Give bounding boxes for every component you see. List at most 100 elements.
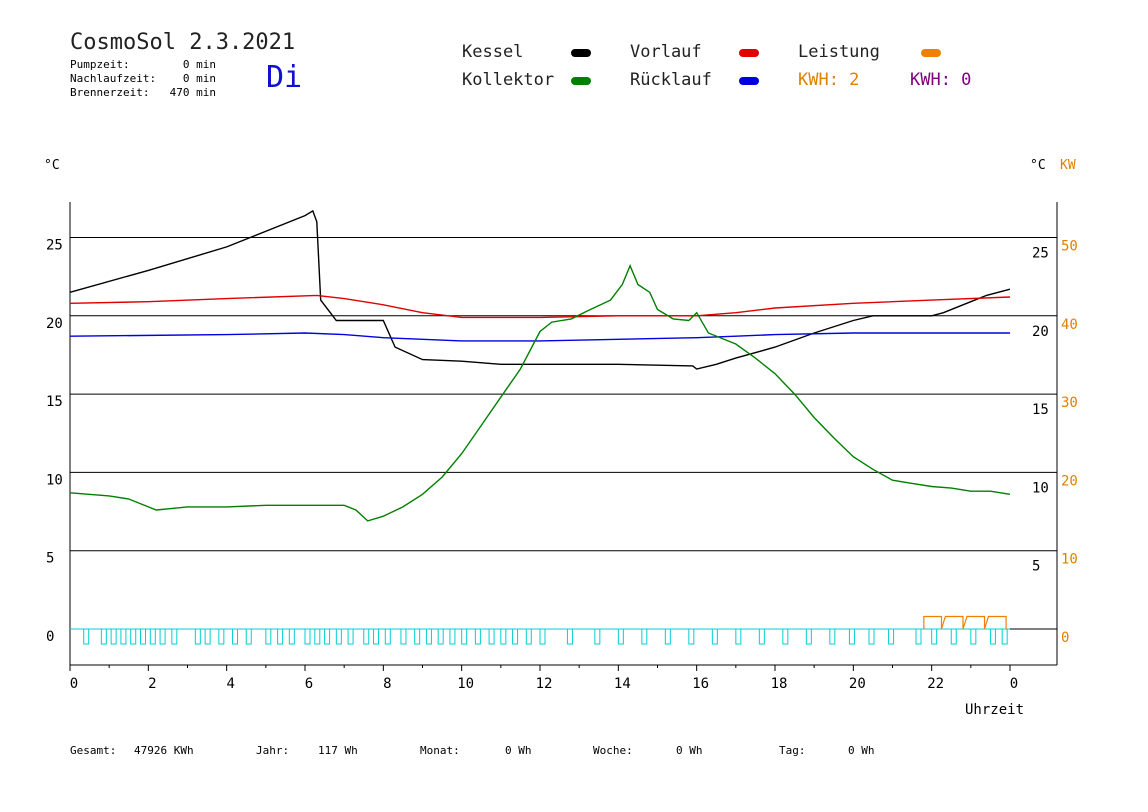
pump-pulse-36 [539, 628, 546, 645]
y-right-c-label-15: 15 [1032, 402, 1049, 418]
x-tick-label-0: 0 [70, 676, 78, 692]
pump-pulse-8 [171, 628, 178, 645]
y-right-kw-label-30: 30 [1061, 395, 1078, 411]
pump-pulse-10 [204, 628, 211, 645]
y-right-kw-label-0: 0 [1061, 630, 1069, 646]
x-tick-label-3: 6 [305, 676, 313, 692]
pump-pulse-21 [347, 628, 354, 645]
pump-pulse-3 [120, 628, 127, 645]
series-kessel-line [69, 209, 1011, 370]
pump-pulse-55 [970, 628, 977, 645]
y-right-c-label-5: 5 [1032, 559, 1040, 575]
pump-pulse-14 [265, 628, 272, 645]
pump-pulse-43 [711, 628, 718, 645]
pump-pulse-24 [384, 628, 391, 645]
chart-title: CosmoSol 2.3.2021 [70, 30, 296, 55]
legend-kollektor-swatch [571, 77, 591, 85]
stat-nachlaufzeit-value: 0 min [182, 72, 216, 85]
legend-kollektor: Kollektor [462, 70, 555, 90]
y-left-label-20: 20 [46, 316, 63, 332]
y-left-label-0: 0 [46, 629, 54, 645]
y-left-label-15: 15 [46, 394, 63, 410]
y-left-label-25: 25 [46, 238, 63, 254]
stat-brennerzeit-value: 470 min [169, 86, 216, 99]
pump-pulse-42 [688, 628, 695, 645]
pump-pulse-54 [950, 628, 957, 645]
footer-jahr-label: Jahr: [256, 744, 290, 757]
x-tick-label-10: 20 [849, 676, 866, 692]
footer-gesamt-value: 47926 KWh [134, 744, 194, 757]
x-tick-label-2: 4 [226, 676, 234, 692]
pump-pulse-20 [335, 628, 342, 645]
pump-pulse-46 [782, 628, 789, 645]
pump-pulse-5 [140, 628, 146, 645]
pump-pulse-33 [500, 628, 507, 645]
left-axis-unit: °C [44, 158, 60, 173]
x-tick-label-12: 0 [1010, 676, 1018, 692]
y-right-c-label-25: 25 [1032, 246, 1049, 262]
pump-pulse-26 [414, 628, 421, 645]
pump-pulse-4 [130, 628, 137, 645]
pump-pulse-31 [474, 628, 481, 645]
pump-pulse-11 [218, 628, 225, 645]
kwh-purple-label: KWH: 0 [910, 70, 972, 90]
pump-pulse-15 [277, 628, 284, 645]
x-tick-label-8: 16 [692, 676, 709, 692]
pump-pulse-41 [664, 628, 671, 645]
legend-ruecklauf: Rücklauf [630, 70, 712, 90]
x-tick-label-6: 12 [536, 676, 553, 692]
pump-pulse-2 [110, 628, 117, 645]
x-tick-label-11: 22 [927, 676, 944, 692]
pump-pulse-34 [512, 628, 519, 645]
pump-pulse-44 [735, 628, 742, 645]
series-kollektor-line [69, 263, 1011, 522]
footer-tag-value: 0 Wh [848, 744, 875, 757]
y-right-kw-label-10: 10 [1061, 552, 1078, 568]
footer-monat-value: 0 Wh [505, 744, 532, 757]
x-tick-label-1: 2 [148, 676, 156, 692]
pump-pulse-29 [449, 628, 456, 645]
pump-pulse-38 [594, 628, 601, 645]
x-tick-label-9: 18 [771, 676, 788, 692]
y-right-c-label-10: 10 [1032, 480, 1049, 496]
series-leistung-line [923, 615, 1007, 630]
x-tick-label-5: 10 [457, 676, 474, 692]
x-tick-label-4: 8 [383, 676, 391, 692]
pump-pulse-48 [829, 628, 836, 645]
pump-pulse-51 [888, 628, 895, 645]
footer-gesamt-label: Gesamt: [70, 744, 117, 757]
pump-pulse-18 [314, 628, 321, 645]
pump-pulse-6 [149, 628, 156, 645]
pump-pulse-49 [848, 628, 855, 645]
y-right-c-label-20: 20 [1032, 324, 1049, 340]
kwh-orange-label: KWH: 2 [798, 70, 860, 90]
pump-pulse-27 [425, 628, 432, 645]
right-axis-unit-c: °C [1030, 158, 1046, 173]
pump-pulse-52 [915, 628, 922, 645]
x-tick-label-7: 14 [614, 676, 631, 692]
pump-pulse-0 [83, 628, 90, 645]
day-label: Di [266, 60, 303, 95]
legend-leistung-swatch [921, 49, 941, 57]
stat-pumpzeit-label: Pumpzeit: [70, 58, 130, 71]
pump-pulse-39 [617, 628, 624, 645]
pump-pulse-53 [931, 628, 938, 645]
pump-pulse-23 [373, 628, 380, 645]
pump-pulse-56 [989, 628, 996, 645]
pump-pulse-12 [232, 628, 239, 645]
pump-pulse-32 [488, 628, 495, 645]
legend-kessel-swatch [571, 49, 591, 57]
pump-pulse-7 [159, 628, 166, 645]
pump-pulse-37 [566, 628, 573, 645]
legend-vorlauf: Vorlauf [630, 42, 702, 62]
pump-pulse-13 [245, 628, 252, 645]
pump-pulse-9 [194, 628, 201, 645]
series-r-cklauf-line [69, 332, 1010, 342]
pump-pulse-57 [1001, 628, 1008, 645]
pump-pulse-30 [461, 628, 468, 645]
pump-pulse-47 [805, 628, 812, 645]
stat-nachlaufzeit-label: Nachlaufzeit: [70, 72, 157, 85]
stat-pumpzeit-value: 0 min [182, 58, 216, 71]
footer-jahr-value: 117 Wh [318, 744, 358, 757]
